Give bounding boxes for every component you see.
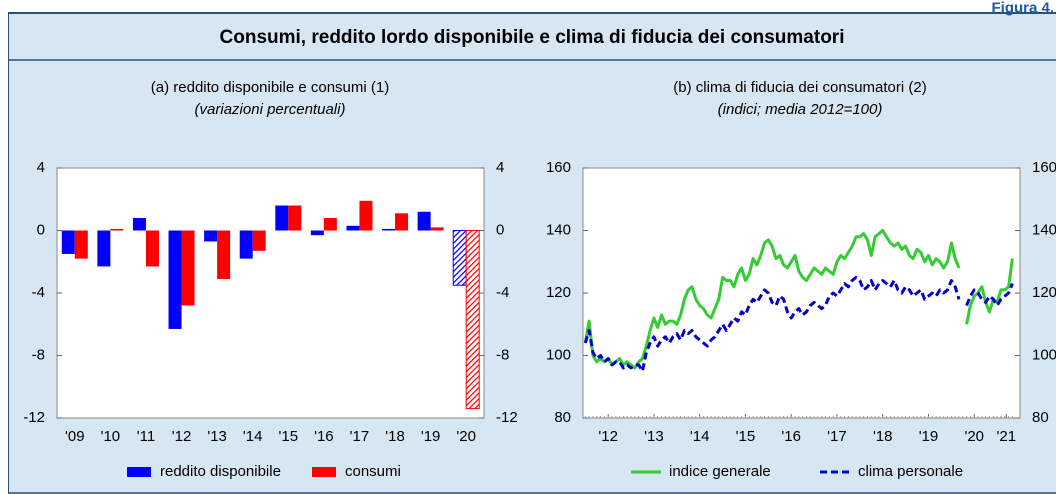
bar [382,228,396,231]
bar [359,200,373,231]
x-tick-label: '14 [690,428,710,445]
y-tick-label-right: 80 [1032,409,1049,426]
x-tick-label: '19 [919,428,939,445]
bar [239,230,253,259]
bar [417,211,431,231]
bar [217,230,231,279]
y-tick-label-right: -8 [496,346,509,363]
plot-area [56,167,485,419]
bar [204,230,218,242]
x-tick-label: '17 [827,428,847,445]
x-tick-label: '11 [137,428,155,445]
bar [145,230,159,267]
x-tick-label: '15 [279,428,299,445]
x-tick-label: '21 [996,428,1016,445]
x-tick-label: '16 [314,428,334,445]
bar [310,230,324,236]
x-tick-label: '13 [644,428,664,445]
x-tick-label: '12 [598,428,618,445]
bar [465,230,480,410]
legend-label: indice generale [669,463,771,480]
legend-label: reddito disponibile [160,463,281,480]
bar [181,230,195,306]
legend-label: clima personale [858,463,963,480]
x-tick-label: '20 [964,428,984,445]
x-tick-label: '14 [243,428,263,445]
legend-label: consumi [345,463,401,480]
bar [97,230,111,267]
y-tick-label-right: 100 [1032,346,1056,363]
y-tick-label-right: 4 [496,159,504,176]
x-tick-label: '17 [350,428,370,445]
bar [452,230,467,286]
figure-label: Figura 4. [991,0,1054,16]
y-tick-label: 4 [37,159,45,176]
bar [395,213,409,231]
line [965,258,1014,325]
y-tick-label: 120 [546,284,571,301]
y-tick-label: 140 [546,221,571,238]
x-tick-label: '09 [65,428,85,445]
line [583,229,961,370]
bar [252,230,266,251]
bar [275,205,289,231]
bar [132,218,146,231]
chart-subtitle: (variazioni percentuali) [195,101,346,118]
y-tick-label: 80 [554,409,571,426]
x-tick-label: '19 [421,428,441,445]
line [583,275,961,373]
y-tick-label: -4 [32,284,45,301]
bar [61,230,75,254]
y-tick-label-right: 0 [496,221,504,238]
y-tick-label: 160 [546,159,571,176]
y-tick-label-right: -12 [496,409,518,426]
x-tick-label: '18 [385,428,405,445]
bar [430,227,444,231]
x-tick-label: '16 [781,428,801,445]
bar [288,205,302,231]
y-tick-label-right: 160 [1032,159,1056,176]
x-tick-label: '18 [873,428,893,445]
bar [323,218,337,231]
bar [346,225,360,231]
x-tick-label: '13 [207,428,227,445]
y-tick-label: 0 [37,221,45,238]
chart-subtitle: (indici; media 2012=100) [718,101,883,118]
chart-title: (b) clima di fiducia dei consumatori (2) [673,79,926,96]
y-tick-label: -8 [32,346,45,363]
chart-title: (a) reddito disponibile e consumi (1) [151,79,389,96]
y-tick-label-right: 120 [1032,284,1056,301]
bar [168,230,182,329]
line [965,283,1014,307]
bar [74,230,88,259]
figure-title: Consumi, reddito lordo disponibile e cli… [220,27,845,48]
y-tick-label-right: -4 [496,284,509,301]
x-tick-label: '15 [736,428,756,445]
bar [110,228,124,231]
plot-area [582,167,1021,419]
y-tick-label-right: 140 [1032,221,1056,238]
x-tick-label: '12 [172,428,192,445]
x-tick-label: '10 [101,428,121,445]
legend-swatch [127,467,151,477]
legend-swatch [312,467,336,477]
x-tick-label: '20 [456,428,476,445]
y-tick-label: -12 [23,409,45,426]
y-tick-label: 100 [546,346,571,363]
